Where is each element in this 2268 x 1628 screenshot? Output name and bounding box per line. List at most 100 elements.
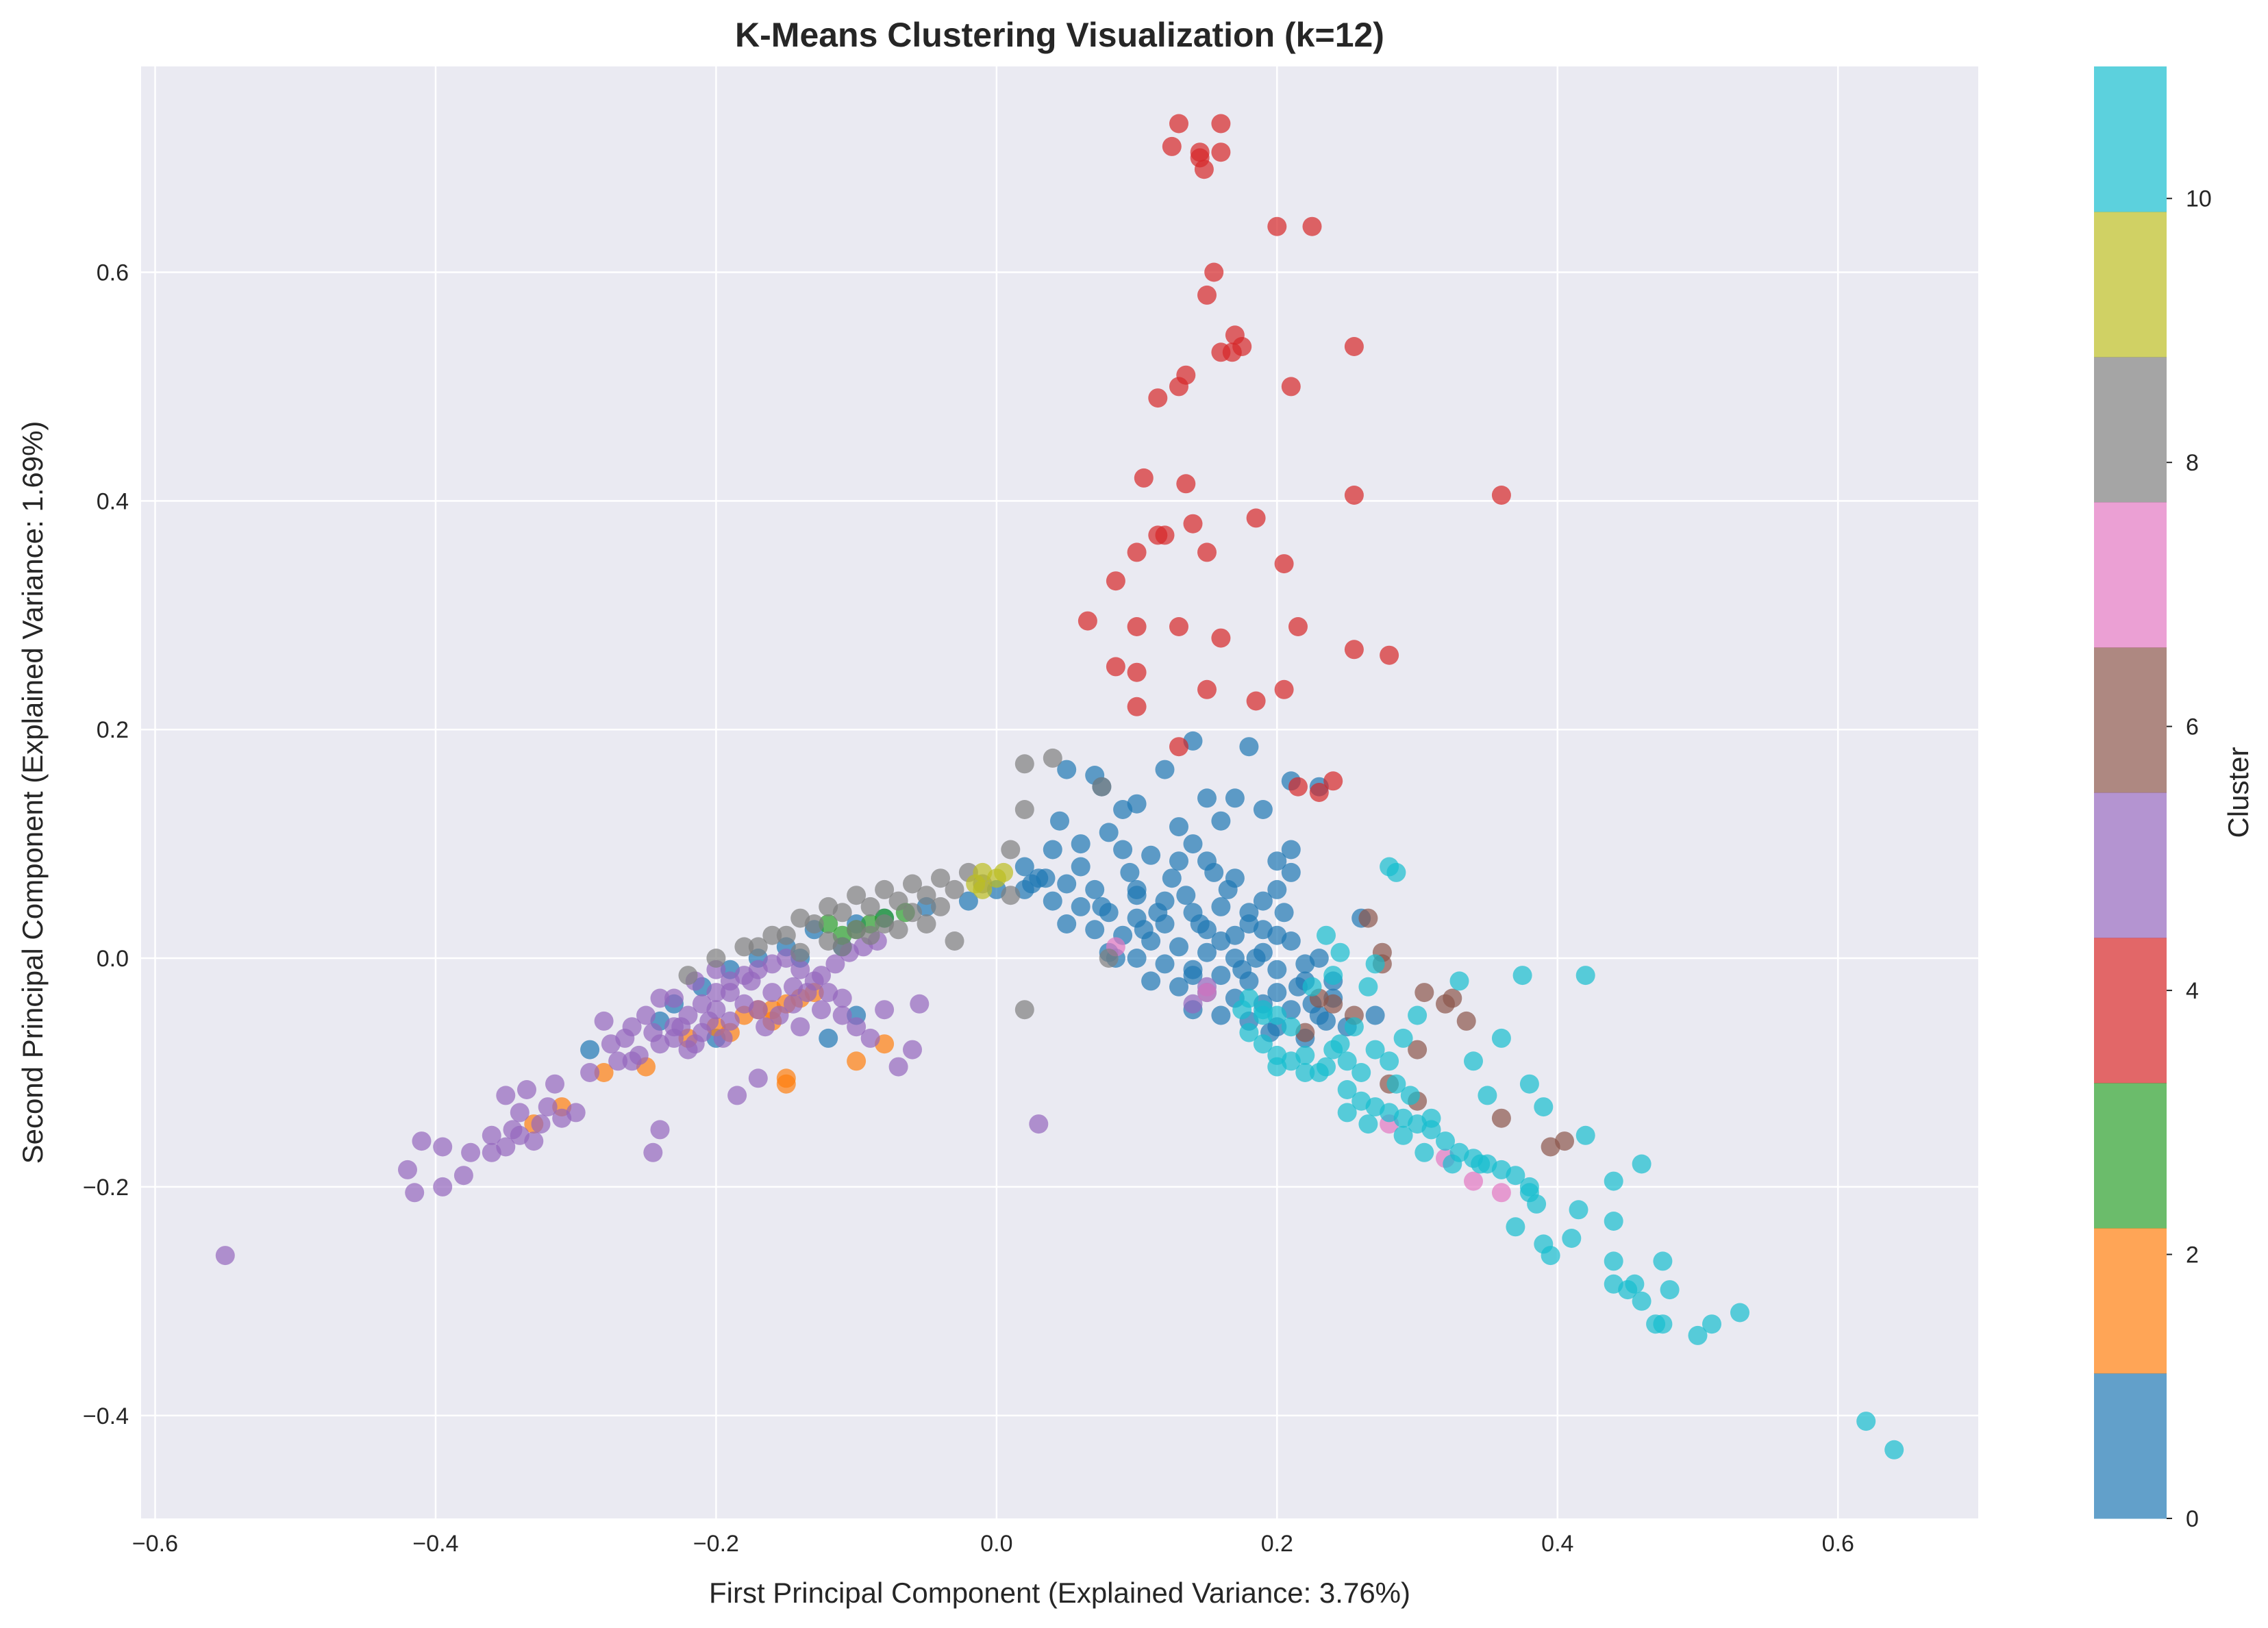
- scatter-point-cluster-3: [1176, 474, 1196, 494]
- scatter-point-cluster-11: [1393, 1125, 1413, 1145]
- scatter-point-cluster-0: [1050, 811, 1069, 831]
- scatter-point-cluster-0: [1267, 960, 1287, 979]
- scatter-point-cluster-11: [1330, 1034, 1350, 1054]
- scatter-point-cluster-5: [580, 1063, 600, 1082]
- scatter-point-cluster-6: [1358, 908, 1378, 928]
- scatter-point-cluster-8: [875, 879, 895, 899]
- scatter-point-cluster-0: [1141, 845, 1161, 865]
- x-tick-label: 0.6: [1822, 1531, 1854, 1557]
- scatter-point-cluster-5: [888, 1057, 908, 1077]
- scatter-point-cluster-11: [1562, 1229, 1582, 1248]
- scatter-point-cluster-3: [1106, 571, 1125, 591]
- scatter-point-cluster-0: [1288, 977, 1308, 997]
- scatter-point-cluster-11: [1702, 1314, 1721, 1334]
- scatter-point-cluster-0: [1218, 879, 1238, 899]
- scatter-point-cluster-11: [1393, 1028, 1413, 1048]
- colorbar-tick-labels: 0 2 4 6 8 10: [2167, 186, 2212, 1532]
- grid-lines: [141, 66, 1978, 1518]
- scatter-point-cluster-5: [510, 1103, 529, 1123]
- scatter-point-cluster-11: [1506, 1217, 1525, 1237]
- scatter-point-cluster-0: [1085, 920, 1105, 940]
- scatter-point-cluster-3: [1344, 640, 1364, 660]
- scatter-point-cluster-11: [1415, 1142, 1434, 1162]
- scatter-point-cluster-0: [1267, 925, 1287, 945]
- scatter-point-cluster-0: [1211, 931, 1231, 951]
- scatter-point-cluster-3: [1267, 216, 1287, 236]
- scatter-point-cluster-5: [405, 1183, 425, 1203]
- scatter-point-cluster-5: [594, 1011, 614, 1031]
- scatter-point-cluster-0: [1113, 840, 1133, 860]
- scatter-point-cluster-0: [958, 891, 978, 911]
- scatter-point-cluster-0: [1317, 1011, 1336, 1031]
- colorbar-segment: [2094, 66, 2167, 212]
- scatter-point-cluster-3: [1077, 611, 1097, 631]
- colorbar: [2094, 66, 2167, 1519]
- scatter-point-cluster-11: [1653, 1314, 1673, 1334]
- scatter-point-cluster-0: [1148, 903, 1168, 923]
- scatter-point-cluster-0: [1043, 840, 1062, 860]
- colorbar-segment: [2094, 1228, 2167, 1374]
- scatter-point-cluster-5: [903, 1040, 922, 1060]
- colorbar-tick-label: 10: [2186, 186, 2212, 212]
- scatter-point-cluster-0: [1246, 949, 1266, 968]
- scatter-point-cluster-8: [706, 949, 726, 968]
- scatter-point-cluster-11: [1337, 1080, 1357, 1099]
- scatter-point-cluster-8: [1014, 1000, 1034, 1020]
- scatter-point-cluster-5: [790, 960, 810, 979]
- colorbar-tick-label: 6: [2186, 714, 2199, 740]
- scatter-point-cluster-3: [1222, 342, 1242, 362]
- y-tick-label: 0.6: [97, 260, 129, 286]
- scatter-point-cluster-5: [461, 1142, 481, 1162]
- scatter-point-cluster-11: [1267, 1005, 1287, 1025]
- scatter-point-cluster-8: [776, 925, 796, 945]
- scatter-point-cluster-5: [748, 1000, 768, 1020]
- scatter-point-cluster-8: [1043, 748, 1062, 768]
- scatter-point-cluster-5: [748, 1068, 768, 1088]
- scatter-point-cluster-0: [1211, 897, 1231, 916]
- scatter-point-cluster-0: [1071, 897, 1091, 916]
- scatter-point-cluster-11: [1478, 1086, 1497, 1105]
- scatter-point-cluster-5: [685, 1034, 705, 1054]
- scatter-point-cluster-0: [1071, 857, 1091, 877]
- scatter-point-cluster-0: [1169, 937, 1188, 957]
- scatter-point-cluster-11: [1534, 1097, 1554, 1117]
- scatter-point-cluster-5: [769, 1005, 789, 1025]
- scatter-point-cluster-5: [643, 1142, 663, 1162]
- scatter-point-cluster-0: [1197, 788, 1217, 808]
- scatter-point-cluster-3: [1344, 486, 1364, 505]
- scatter-point-cluster-5: [784, 994, 803, 1014]
- scatter-point-cluster-1: [776, 1074, 796, 1094]
- scatter-point-cluster-3: [1274, 679, 1294, 699]
- scatter-point-cluster-0: [1169, 851, 1188, 871]
- scatter-point-cluster-11: [1569, 1200, 1588, 1220]
- scatter-point-cluster-0: [1155, 954, 1175, 974]
- scatter-point-cluster-11: [1386, 862, 1406, 882]
- scatter-point-cluster-11: [1365, 1040, 1385, 1060]
- scatter-point-cluster-11: [1232, 1000, 1252, 1020]
- scatter-point-cluster-0: [1239, 737, 1259, 757]
- scatter-point-cluster-6: [1408, 1040, 1428, 1060]
- scatter-point-cluster-3: [1197, 679, 1217, 699]
- scatter-point-cluster-0: [1190, 914, 1210, 934]
- scatter-point-cluster-11: [1267, 1057, 1287, 1077]
- scatter-point-cluster-0: [1057, 874, 1077, 894]
- scatter-point-cluster-11: [1632, 1291, 1652, 1311]
- x-tick-label: 0.0: [980, 1531, 1012, 1557]
- x-tick-label: 0.2: [1261, 1531, 1293, 1557]
- colorbar-segment: [2094, 357, 2167, 503]
- scatter-point-cluster-3: [1106, 657, 1125, 677]
- scatter-point-cluster-11: [1317, 1057, 1336, 1077]
- scatter-point-cluster-6: [1323, 994, 1343, 1014]
- scatter-point-cluster-11: [1365, 954, 1385, 974]
- scatter-point-cluster-3: [1211, 142, 1231, 162]
- scatter-point-cluster-11: [1541, 1246, 1560, 1266]
- scatter-point-cluster-3: [1169, 617, 1188, 636]
- scatter-point-cluster-3: [1194, 160, 1214, 179]
- scatter-point-cluster-11: [1506, 1166, 1525, 1186]
- scatter-point-cluster-3: [1162, 136, 1182, 156]
- scatter-point-cluster-0: [1169, 977, 1188, 997]
- scatter-point-cluster-3: [1169, 737, 1188, 757]
- scatter-point-cluster-11: [1604, 1251, 1623, 1271]
- scatter-point-cluster-5: [910, 994, 930, 1014]
- scatter-point-cluster-3: [1134, 468, 1154, 488]
